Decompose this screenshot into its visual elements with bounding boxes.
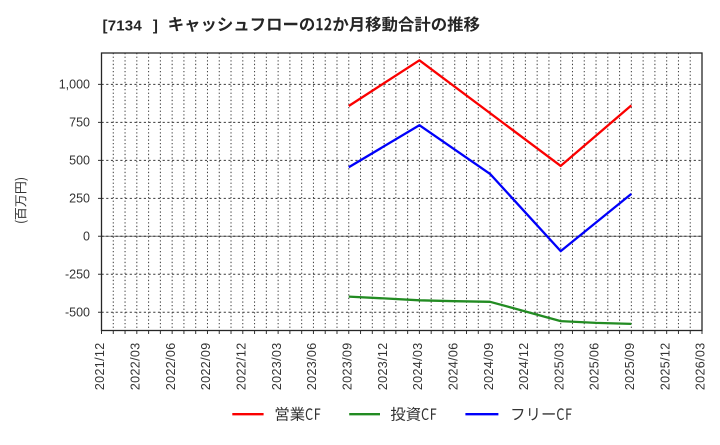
svg-text:2024/12: 2024/12	[517, 343, 531, 391]
svg-text:]: ]	[153, 18, 158, 35]
svg-text:2023/06: 2023/06	[305, 343, 319, 391]
svg-text:2022/09: 2022/09	[199, 343, 213, 391]
svg-text:1,000: 1,000	[59, 78, 90, 92]
svg-text:2025/12: 2025/12	[658, 343, 672, 391]
svg-text:2026/03: 2026/03	[694, 343, 708, 391]
svg-text:750: 750	[69, 116, 90, 130]
svg-text:[7134: [7134	[103, 18, 143, 35]
svg-text:2024/09: 2024/09	[482, 343, 496, 391]
svg-text:2022/12: 2022/12	[234, 343, 248, 391]
svg-text:2025/06: 2025/06	[588, 343, 602, 391]
svg-text:2025/09: 2025/09	[623, 343, 637, 391]
svg-text:250: 250	[69, 192, 90, 206]
svg-text:2023/03: 2023/03	[270, 343, 284, 391]
svg-text:2022/03: 2022/03	[129, 343, 143, 391]
svg-text:-500: -500	[65, 306, 90, 320]
svg-text:2022/06: 2022/06	[164, 343, 178, 391]
svg-text:2023/09: 2023/09	[340, 343, 354, 391]
svg-text:2025/03: 2025/03	[552, 343, 566, 391]
svg-text:2023/12: 2023/12	[376, 343, 390, 391]
svg-text:-250: -250	[65, 268, 90, 282]
svg-text:2024/03: 2024/03	[411, 343, 425, 391]
svg-text:500: 500	[69, 154, 90, 168]
svg-text:0: 0	[83, 230, 90, 244]
svg-text:2021/12: 2021/12	[93, 343, 107, 391]
svg-text:2024/06: 2024/06	[446, 343, 460, 391]
